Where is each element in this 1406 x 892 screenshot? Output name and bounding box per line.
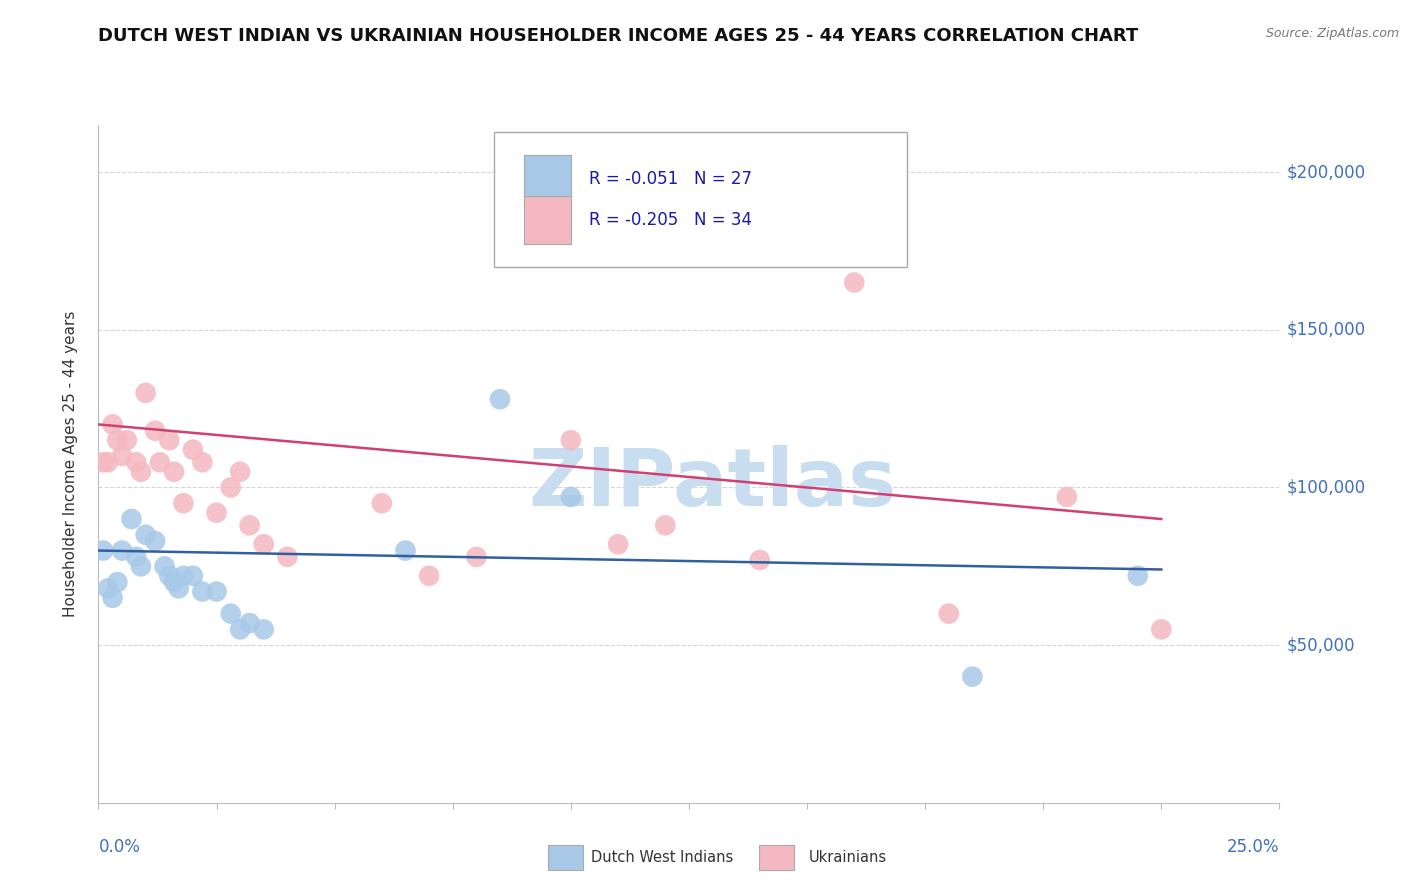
Text: Dutch West Indians: Dutch West Indians	[591, 850, 733, 864]
Point	[844, 276, 866, 290]
Point	[153, 559, 176, 574]
Point	[191, 584, 214, 599]
Point	[512, 187, 534, 202]
Point	[91, 455, 114, 469]
Text: $150,000: $150,000	[1286, 321, 1365, 339]
Point	[465, 549, 488, 564]
Point	[229, 465, 252, 479]
Point	[560, 433, 582, 447]
Point	[163, 465, 186, 479]
Point	[253, 623, 276, 637]
Point	[111, 449, 134, 463]
Point	[105, 433, 128, 447]
Point	[172, 568, 194, 582]
Point	[101, 591, 124, 605]
Point	[962, 670, 984, 684]
Text: $100,000: $100,000	[1286, 478, 1365, 497]
Point	[371, 496, 394, 510]
Point	[191, 455, 214, 469]
Point	[157, 568, 180, 582]
Point	[135, 528, 157, 542]
Point	[97, 582, 120, 596]
Point	[143, 534, 166, 549]
Point	[1126, 568, 1149, 582]
FancyBboxPatch shape	[523, 155, 571, 202]
Point	[172, 496, 194, 510]
Point	[219, 607, 242, 621]
Point	[135, 385, 157, 400]
Text: Source: ZipAtlas.com: Source: ZipAtlas.com	[1265, 27, 1399, 40]
Point	[129, 559, 152, 574]
Point	[121, 512, 143, 526]
Text: ZIPatlas: ZIPatlas	[529, 445, 897, 524]
Point	[157, 433, 180, 447]
Point	[239, 616, 262, 631]
Point	[181, 568, 204, 582]
FancyBboxPatch shape	[494, 132, 907, 268]
Point	[167, 582, 190, 596]
Text: R = -0.051   N = 27: R = -0.051 N = 27	[589, 170, 752, 188]
Point	[205, 506, 228, 520]
Text: Ukrainians: Ukrainians	[808, 850, 887, 864]
Text: R = -0.205   N = 34: R = -0.205 N = 34	[589, 211, 752, 228]
Point	[143, 424, 166, 438]
Point	[205, 584, 228, 599]
Point	[560, 490, 582, 504]
Point	[1150, 623, 1173, 637]
FancyBboxPatch shape	[523, 196, 571, 244]
Point	[115, 433, 138, 447]
Point	[219, 481, 242, 495]
Point	[149, 455, 172, 469]
Text: $50,000: $50,000	[1286, 636, 1355, 654]
Text: DUTCH WEST INDIAN VS UKRAINIAN HOUSEHOLDER INCOME AGES 25 - 44 YEARS CORRELATION: DUTCH WEST INDIAN VS UKRAINIAN HOUSEHOLD…	[98, 27, 1139, 45]
Point	[276, 549, 298, 564]
Point	[394, 543, 416, 558]
Point	[418, 568, 440, 582]
Point	[181, 442, 204, 457]
Point	[229, 623, 252, 637]
Point	[125, 549, 148, 564]
Point	[97, 455, 120, 469]
Point	[607, 537, 630, 551]
Point	[91, 543, 114, 558]
Point	[489, 392, 512, 407]
Text: 0.0%: 0.0%	[98, 838, 141, 856]
Point	[129, 465, 152, 479]
Point	[105, 575, 128, 590]
Point	[111, 543, 134, 558]
Y-axis label: Householder Income Ages 25 - 44 years: Householder Income Ages 25 - 44 years	[63, 310, 77, 617]
Text: 25.0%: 25.0%	[1227, 838, 1279, 856]
Point	[1056, 490, 1078, 504]
Point	[101, 417, 124, 432]
Text: $200,000: $200,000	[1286, 163, 1365, 181]
Point	[125, 455, 148, 469]
Point	[654, 518, 676, 533]
Point	[938, 607, 960, 621]
Point	[163, 575, 186, 590]
Point	[253, 537, 276, 551]
Point	[748, 553, 770, 567]
Point	[239, 518, 262, 533]
